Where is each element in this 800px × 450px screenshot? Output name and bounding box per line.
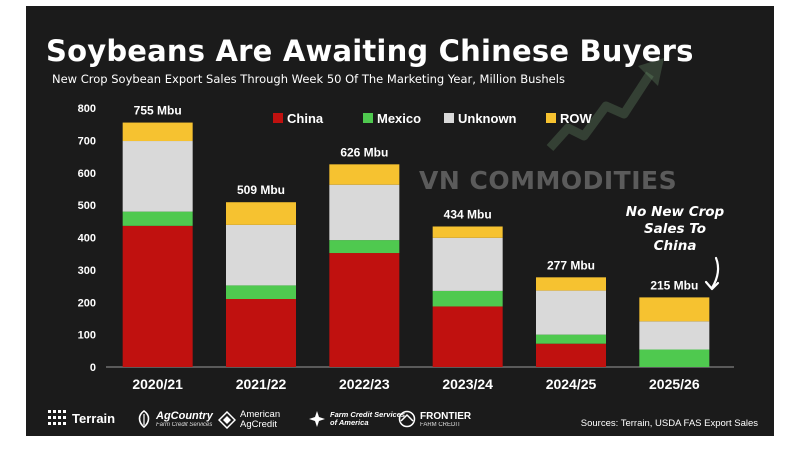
bar-segment-unknown (432, 237, 503, 291)
bar-segment-unknown (639, 321, 710, 350)
bar-segment-row (122, 122, 193, 142)
frontier-logo: FRONTIER FARM CREDIT (398, 410, 471, 428)
annotation-line: China (653, 238, 697, 254)
legend-swatch-unknown (444, 113, 454, 123)
annotation-line: Sales To (643, 221, 707, 237)
bar-segment-mexico (536, 334, 606, 344)
bar-segment-mexico (639, 349, 710, 367)
fcs-logo-line: Farm Credit Services (330, 410, 406, 419)
bar-segment-row (432, 226, 503, 238)
bar-total-label: 277 Mbu (547, 258, 595, 272)
bar-total-label: 626 Mbu (340, 145, 388, 159)
fcs-star-icon (309, 411, 325, 427)
bar-segment-row (536, 277, 606, 291)
agcountry-logo-text: AgCountry (156, 410, 213, 422)
bar-segment-unknown (122, 141, 193, 212)
bar-total-label: 509 Mbu (237, 183, 285, 197)
fcs-america-logo: Farm Credit Services of America (308, 410, 405, 428)
bar-segment-row (639, 297, 710, 322)
y-tick-label: 500 (78, 200, 96, 212)
bar-segment-unknown (536, 290, 606, 335)
chart-subtitle: New Crop Soybean Export Sales Through We… (52, 72, 565, 86)
bar-total-label: 434 Mbu (444, 207, 492, 221)
chart-slide: VN COMMODITIES Soybeans Are Awaiting Chi… (26, 6, 774, 436)
y-tick-label: 600 (78, 168, 96, 180)
fcs-logo-line: of America (330, 418, 369, 427)
agcountry-logo: AgCountry Farm Credit Services (136, 410, 213, 428)
agcountry-leaf-icon (138, 410, 150, 428)
y-tick-label: 100 (78, 330, 96, 342)
legend-swatch-china (273, 113, 283, 123)
terrain-logo-text: Terrain (72, 410, 116, 426)
bar-total-label: 755 Mbu (134, 104, 182, 118)
agcredit-diamond-icon (218, 411, 236, 429)
annotation-arrow-icon (704, 256, 720, 291)
bar-segment-row (226, 202, 296, 225)
frontier-sun-icon (398, 410, 416, 428)
bar-segment-row (329, 164, 400, 185)
x-tick-label: 2022/23 (339, 376, 390, 392)
x-tick-label: 2020/21 (132, 376, 183, 392)
y-tick-label: 400 (78, 233, 96, 245)
legend-label: Mexico (377, 111, 421, 126)
bar-segment-mexico (122, 211, 193, 226)
stacked-bar-chart: 0 100 200 300 400 500 600 700 800 755 Mbu 2020/21 5… (78, 103, 734, 392)
legend-swatch-row (546, 113, 556, 123)
frontier-logo-subtext: FARM CREDIT (420, 421, 461, 428)
legend-swatch-mexico (363, 113, 373, 123)
y-tick-label: 300 (78, 265, 96, 277)
bar-segment-china (226, 299, 296, 367)
x-tick-label: 2021/22 (236, 376, 287, 392)
bar-segment-mexico (226, 285, 296, 300)
page-title: Soybeans Are Awaiting Chinese Buyers (46, 34, 694, 68)
footer: Terrain AgCountry Farm Credit Services A… (26, 404, 774, 436)
source-note: Sources: Terrain, USDA FAS Export Sales (580, 418, 758, 429)
y-tick-label: 0 (90, 362, 96, 374)
bar-segment-china (122, 225, 193, 367)
annotation: No New Crop Sales To China (616, 204, 734, 255)
agcountry-logo-subtext: Farm Credit Services (156, 422, 213, 428)
american-agcredit-logo: American AgCredit (218, 410, 280, 430)
terrain-logo: Terrain (48, 410, 115, 426)
y-tick-label: 200 (78, 297, 96, 309)
legend-label: Unknown (458, 111, 517, 126)
annotation-line: No New Crop (625, 204, 725, 220)
x-tick-label: 2024/25 (546, 376, 597, 392)
y-tick-label: 800 (78, 103, 96, 115)
watermark: VN COMMODITIES (419, 166, 678, 195)
watermark-arrow-icon (546, 58, 664, 152)
bar-total-label: 215 Mbu (650, 278, 698, 292)
agcredit-logo-line: AgCredit (240, 419, 277, 430)
bar-segment-mexico (432, 290, 503, 307)
agcredit-logo-line: American (240, 409, 281, 420)
bar-segment-china (536, 343, 606, 367)
frontier-logo-text: FRONTIER (420, 410, 472, 422)
legend-label: China (287, 111, 324, 126)
x-tick-label: 2023/24 (442, 376, 493, 392)
x-tick-label: 2025/26 (649, 376, 700, 392)
bar-segment-unknown (329, 184, 400, 241)
bar-segment-china (329, 253, 400, 367)
terrain-grid-icon (48, 410, 66, 425)
y-tick-label: 700 (78, 135, 96, 147)
legend-label: ROW (560, 111, 593, 126)
bar-segment-unknown (226, 224, 296, 286)
bar-segment-mexico (329, 240, 400, 254)
bar-segment-china (432, 306, 503, 367)
